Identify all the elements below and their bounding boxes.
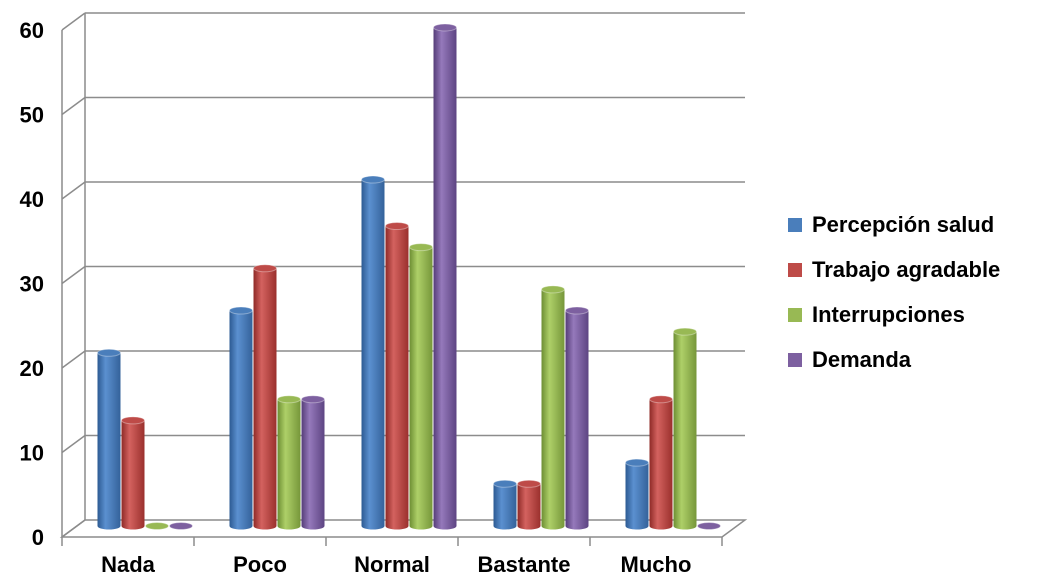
legend-item: Percepción salud <box>788 202 1000 247</box>
bar <box>97 348 121 530</box>
legend-item: Demanda <box>788 337 1000 382</box>
axes <box>59 13 748 546</box>
bar <box>649 395 673 530</box>
legend-label: Percepción salud <box>812 211 995 237</box>
bar <box>565 306 589 530</box>
axis-labels: 0 10 20 30 40 50 60 Nada Poco Normal Bastante Mucho <box>20 18 692 577</box>
bar <box>541 285 565 530</box>
x-category-label: Poco <box>233 552 287 577</box>
y-tick-label: 40 <box>20 187 44 212</box>
bar <box>121 416 145 530</box>
bar <box>145 522 169 530</box>
y-tick-label: 30 <box>20 272 44 297</box>
bar <box>673 327 697 530</box>
y-tick-label: 20 <box>20 356 44 381</box>
x-category-label: Bastante <box>478 552 571 577</box>
legend-swatch <box>788 262 802 277</box>
legend-label: Trabajo agradable <box>812 256 1001 282</box>
gridline-connector <box>61 96 86 116</box>
legend-swatch <box>788 307 802 322</box>
bar <box>493 479 517 530</box>
bar <box>697 522 721 530</box>
legend-label: Demanda <box>812 346 912 372</box>
bars <box>97 23 721 530</box>
gridline-connector <box>61 434 86 454</box>
y-tick-label: 0 <box>32 525 44 550</box>
bar <box>517 479 541 530</box>
chart-floor <box>59 519 748 538</box>
bar <box>277 395 301 530</box>
gridline-connector <box>61 350 86 369</box>
legend-item: Interrupciones <box>788 292 1000 337</box>
legend-swatch <box>788 217 802 232</box>
bar <box>253 264 277 530</box>
legend-label: Interrupciones <box>812 301 965 327</box>
gridline-connector <box>61 265 86 285</box>
legend-item: Trabajo agradable <box>788 247 1000 292</box>
legend: Percepción salud Trabajo agradable Interru… <box>788 202 1000 382</box>
bar <box>169 522 193 530</box>
bar <box>433 23 457 530</box>
bar <box>361 175 385 530</box>
gridline-connector <box>61 181 86 200</box>
bar <box>409 243 433 530</box>
bar <box>229 306 253 530</box>
y-tick-label: 50 <box>20 103 44 128</box>
bar <box>385 222 409 530</box>
x-category-label: Mucho <box>621 552 692 577</box>
bar <box>301 395 325 530</box>
bar <box>625 458 649 530</box>
y-tick-label: 10 <box>20 441 44 466</box>
x-category-label: Normal <box>354 552 430 577</box>
y-tick-label: 60 <box>20 18 44 43</box>
legend-swatch <box>788 352 802 367</box>
x-category-label: Nada <box>101 552 156 577</box>
gridline-connector <box>61 12 86 31</box>
